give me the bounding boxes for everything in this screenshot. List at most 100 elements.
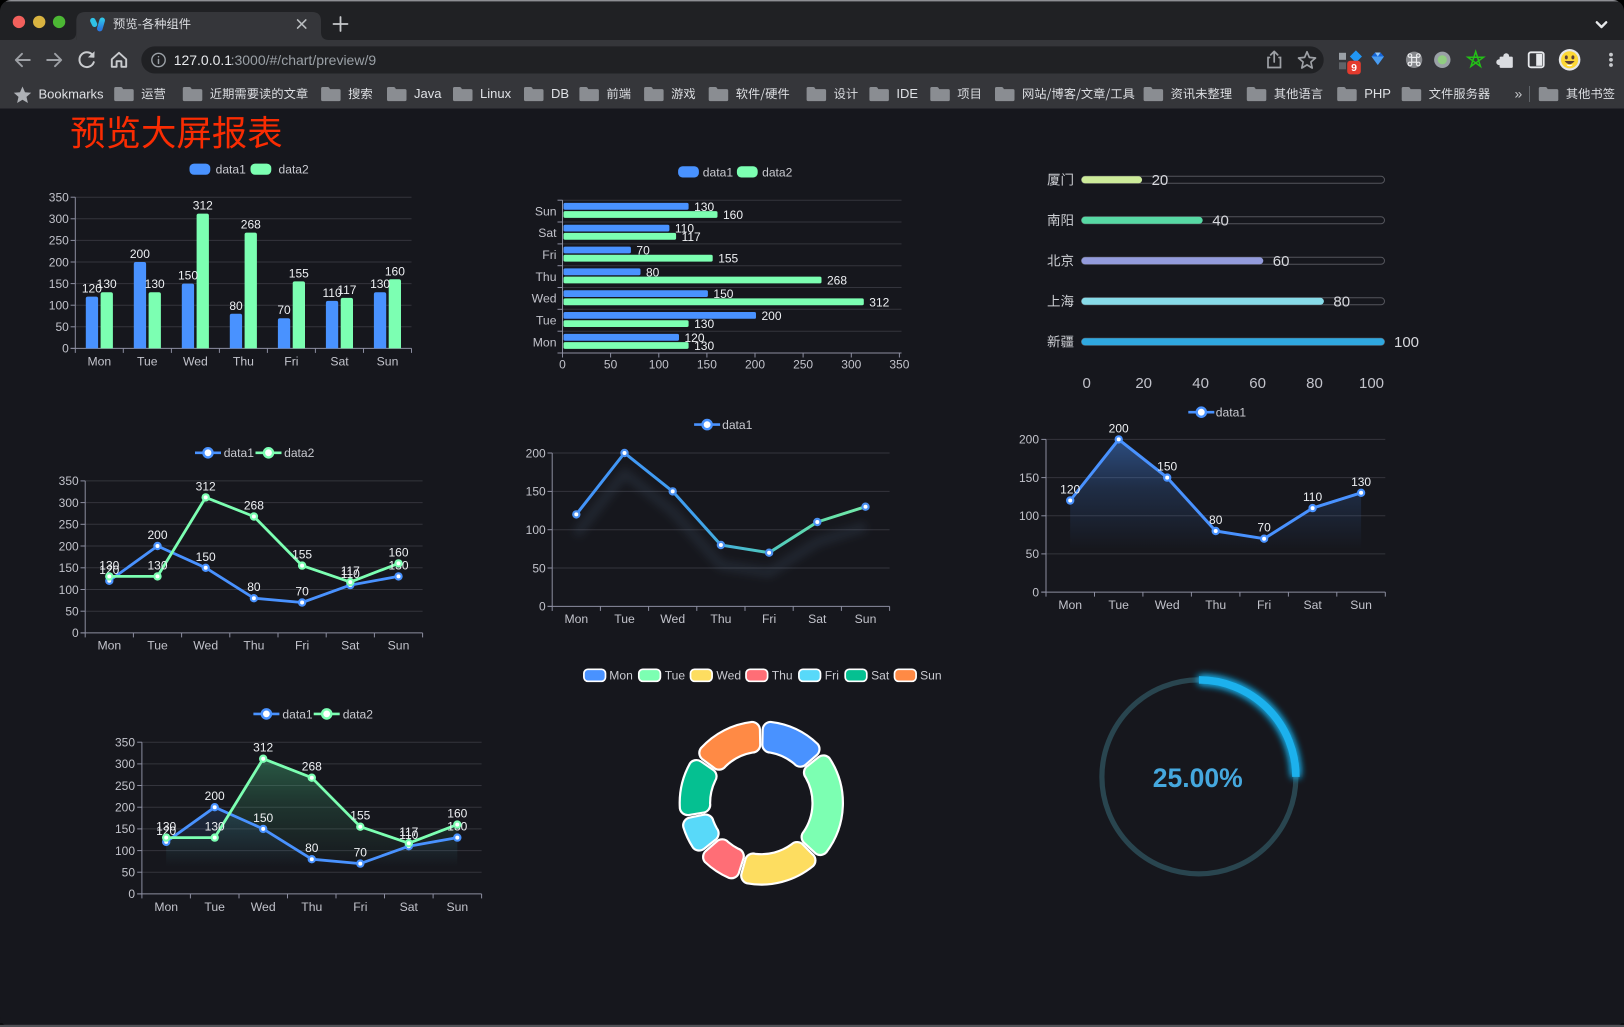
- svg-text:155: 155: [718, 252, 738, 266]
- svg-text:110: 110: [675, 222, 694, 236]
- svg-text:Fri: Fri: [295, 639, 309, 653]
- svg-text:268: 268: [244, 499, 264, 513]
- svg-text:70: 70: [295, 585, 309, 599]
- svg-text:Wed: Wed: [251, 900, 276, 914]
- svg-text:Wed: Wed: [1155, 598, 1180, 612]
- svg-text:Sat: Sat: [1303, 598, 1322, 612]
- svg-text:»: »: [1515, 86, 1523, 102]
- svg-text:50: 50: [604, 357, 618, 371]
- svg-text:Mon: Mon: [87, 355, 111, 369]
- svg-text:100: 100: [1359, 375, 1384, 392]
- svg-text:data2: data2: [284, 446, 315, 460]
- svg-text::3000/#/chart/preview/9: :3000/#/chart/preview/9: [231, 52, 377, 68]
- svg-text:Sat: Sat: [341, 639, 360, 653]
- svg-text:Fri: Fri: [284, 355, 298, 369]
- svg-text:Mon: Mon: [97, 639, 121, 653]
- svg-text:Tue: Tue: [614, 612, 635, 626]
- svg-text:Wed: Wed: [193, 639, 218, 653]
- svg-text:40: 40: [1192, 375, 1209, 392]
- svg-text:80: 80: [1209, 513, 1223, 527]
- svg-text:117: 117: [337, 283, 356, 297]
- svg-text:80: 80: [247, 580, 261, 594]
- svg-text:150: 150: [526, 485, 546, 499]
- svg-text:150: 150: [713, 287, 733, 301]
- svg-text:130: 130: [97, 277, 117, 291]
- svg-text:155: 155: [292, 548, 312, 562]
- svg-text:0: 0: [539, 600, 546, 614]
- svg-text:100: 100: [115, 844, 135, 858]
- svg-text:120: 120: [156, 824, 176, 838]
- svg-text:Sat: Sat: [538, 226, 557, 240]
- svg-text:0: 0: [62, 342, 69, 356]
- svg-text:350: 350: [889, 357, 909, 371]
- svg-text:50: 50: [532, 561, 546, 575]
- svg-text:Fri: Fri: [825, 669, 839, 683]
- svg-text:200: 200: [115, 801, 135, 815]
- svg-text:Tue: Tue: [536, 314, 557, 328]
- svg-text:Sun: Sun: [1350, 598, 1372, 612]
- svg-text:0: 0: [559, 357, 566, 371]
- svg-text:127.0.0.1: 127.0.0.1: [174, 52, 233, 68]
- svg-text:120: 120: [99, 563, 119, 577]
- svg-text:100: 100: [649, 357, 669, 371]
- svg-text:312: 312: [869, 295, 889, 309]
- svg-text:200: 200: [762, 309, 782, 323]
- svg-text:110: 110: [1303, 490, 1322, 504]
- svg-text:100: 100: [59, 583, 79, 597]
- svg-text:300: 300: [49, 212, 69, 226]
- svg-text:Thu: Thu: [1205, 598, 1226, 612]
- svg-text:300: 300: [115, 757, 135, 771]
- svg-text:350: 350: [59, 474, 79, 488]
- svg-text:Sat: Sat: [400, 900, 419, 914]
- svg-text:40: 40: [1212, 213, 1229, 230]
- svg-text:Tue: Tue: [204, 900, 225, 914]
- svg-text:Sat: Sat: [330, 355, 349, 369]
- svg-text:Sun: Sun: [920, 669, 942, 683]
- svg-text:150: 150: [178, 269, 198, 283]
- svg-text:data1: data1: [703, 165, 734, 179]
- svg-text:150: 150: [253, 811, 273, 825]
- svg-text:250: 250: [49, 234, 69, 248]
- svg-text:Linux: Linux: [480, 86, 512, 101]
- svg-text:Sun: Sun: [855, 612, 877, 626]
- svg-text:data2: data2: [343, 707, 374, 721]
- svg-text:150: 150: [115, 822, 135, 836]
- svg-text:312: 312: [193, 199, 213, 213]
- svg-text:Fri: Fri: [762, 612, 776, 626]
- svg-text:Sun: Sun: [377, 355, 399, 369]
- svg-text:Tue: Tue: [137, 355, 158, 369]
- svg-text:Thu: Thu: [710, 612, 731, 626]
- svg-text:130: 130: [370, 277, 390, 291]
- svg-text:Wed: Wed: [183, 355, 208, 369]
- svg-text:300: 300: [841, 357, 861, 371]
- svg-text:268: 268: [302, 760, 322, 774]
- svg-text:PHP: PHP: [1364, 86, 1391, 101]
- svg-text:312: 312: [196, 479, 216, 493]
- svg-text:data1: data1: [216, 163, 247, 177]
- svg-text:Fri: Fri: [1257, 598, 1271, 612]
- svg-text:50: 50: [55, 320, 69, 334]
- svg-text:50: 50: [122, 866, 136, 880]
- svg-text:130: 130: [694, 339, 714, 353]
- svg-text:155: 155: [350, 809, 370, 823]
- svg-text:Thu: Thu: [301, 900, 322, 914]
- svg-text:120: 120: [82, 282, 102, 296]
- svg-text:268: 268: [827, 274, 847, 288]
- svg-text:Mon: Mon: [564, 612, 588, 626]
- svg-text:Sat: Sat: [808, 612, 827, 626]
- svg-text:160: 160: [723, 208, 743, 222]
- svg-text:DB: DB: [551, 86, 569, 101]
- svg-text:130: 130: [99, 558, 119, 572]
- svg-text:150: 150: [59, 561, 79, 575]
- svg-text:130: 130: [147, 558, 167, 572]
- svg-text:130: 130: [1351, 475, 1371, 489]
- svg-text:0: 0: [128, 887, 135, 901]
- svg-text:50: 50: [1026, 547, 1040, 561]
- svg-text:250: 250: [115, 779, 135, 793]
- svg-text:268: 268: [241, 218, 261, 232]
- svg-text:110: 110: [399, 828, 418, 842]
- svg-text:60: 60: [1273, 253, 1290, 270]
- svg-text:350: 350: [115, 736, 135, 750]
- svg-text:Java: Java: [414, 86, 442, 101]
- svg-text:Sun: Sun: [388, 639, 410, 653]
